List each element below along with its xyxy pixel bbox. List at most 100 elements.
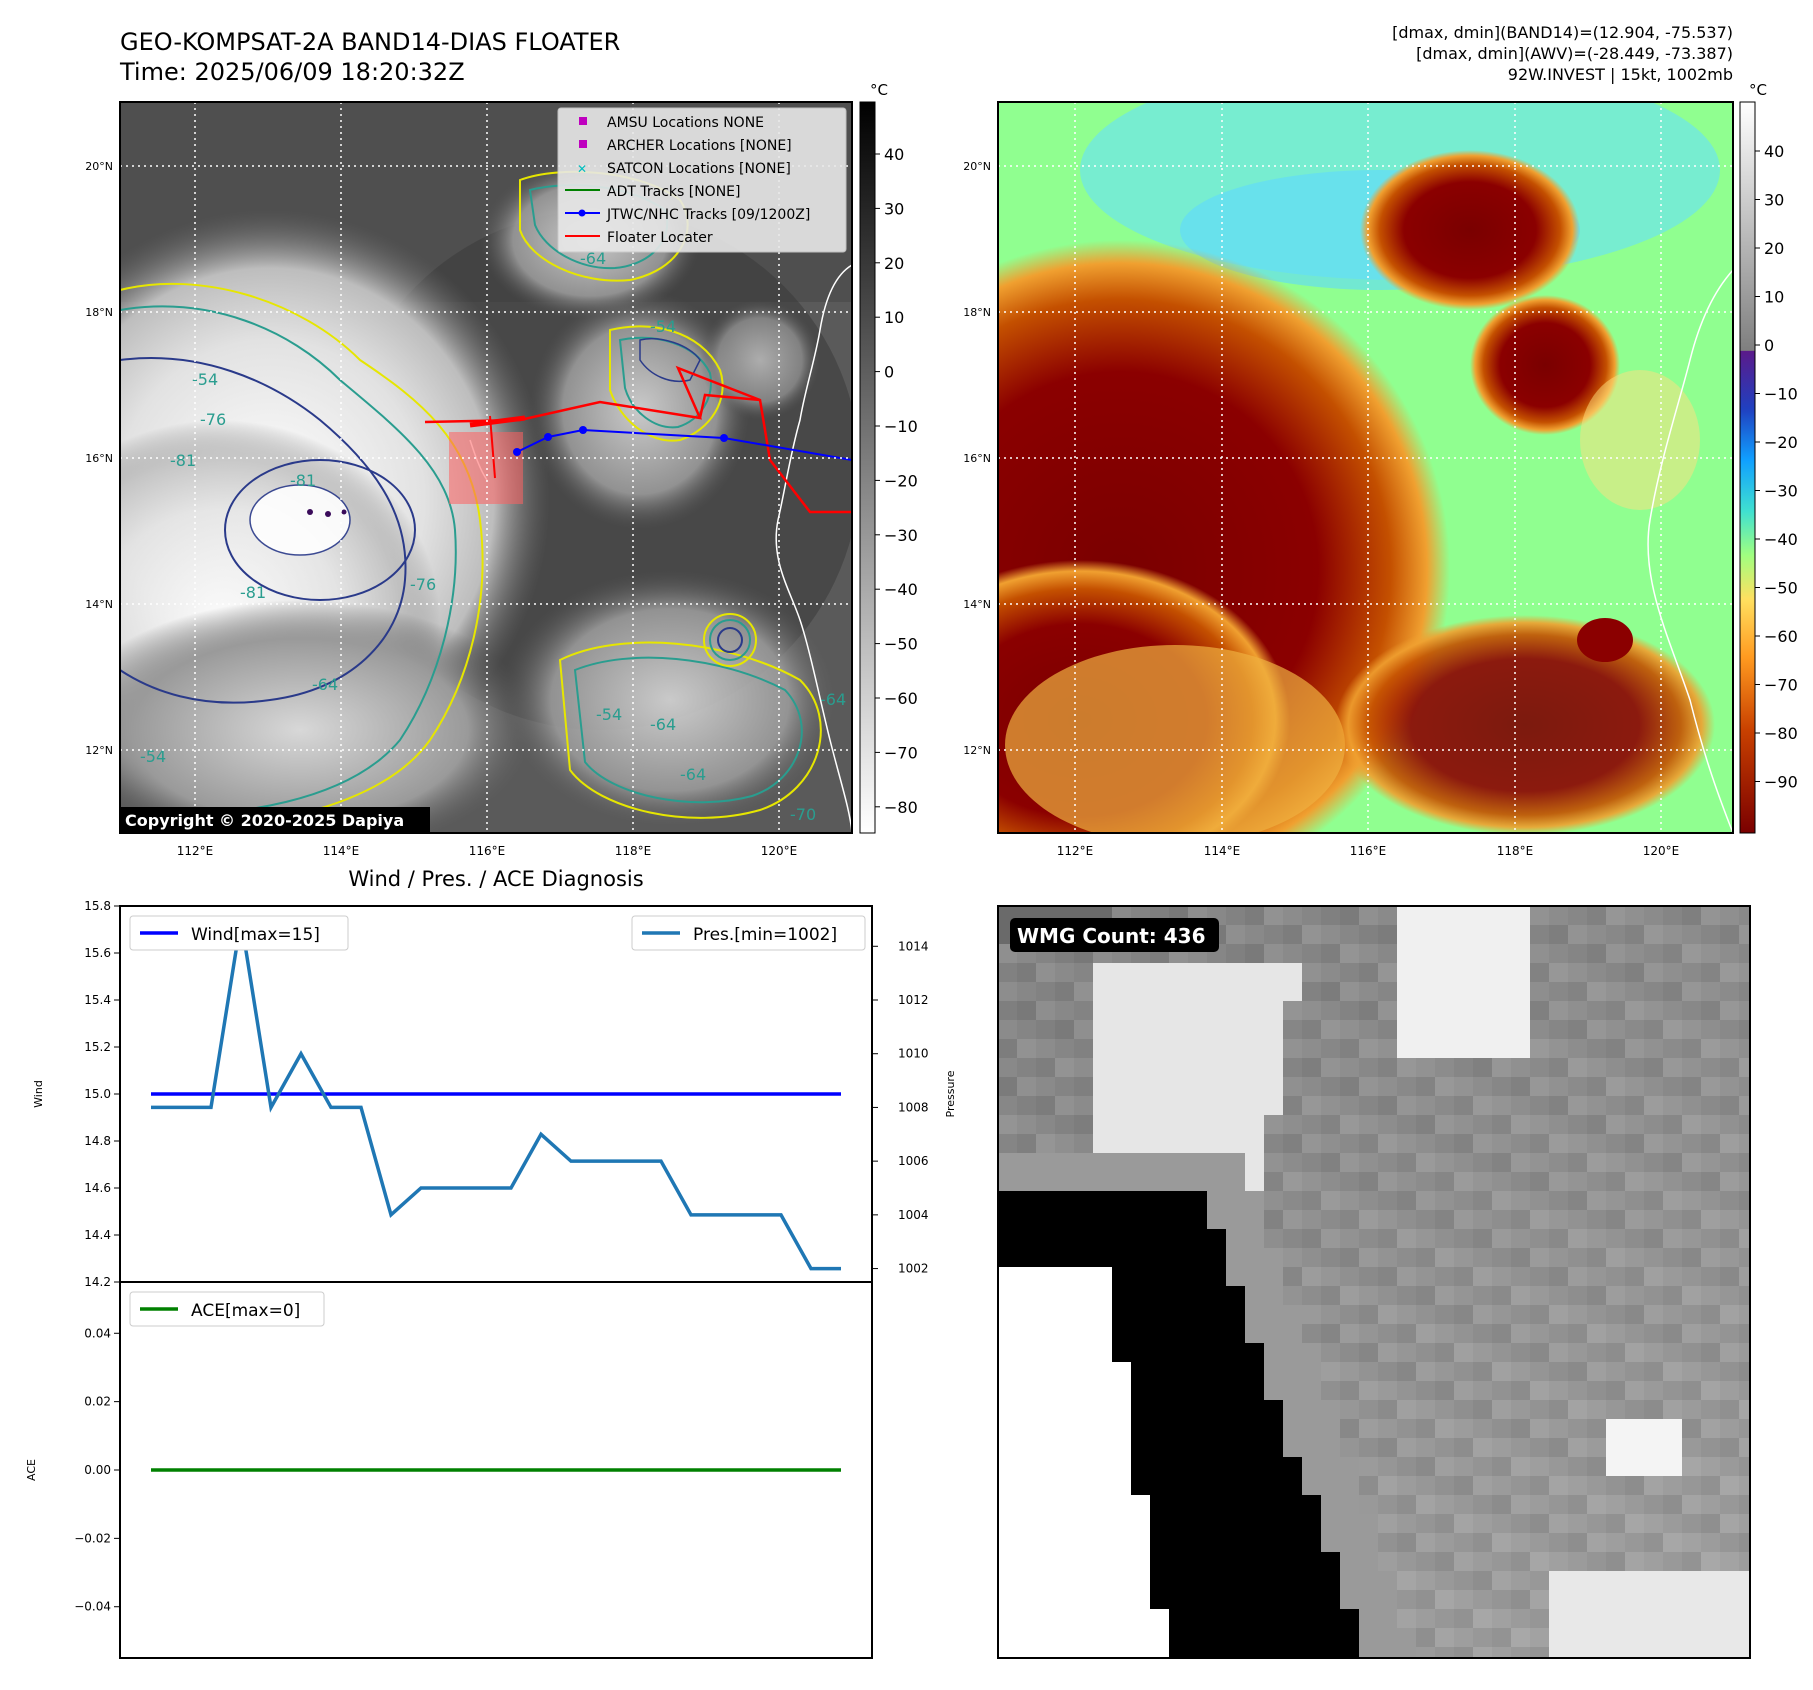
lat-tick: 12°N [85,744,113,757]
contour-label: -64 [312,675,338,694]
wind-tick-label: 14.4 [84,1228,111,1242]
colorbar-tick-label: −70 [1764,676,1798,695]
contour-labels: -64 -54 -54 -76 -81 -81 -81 -76 -64 -54 … [140,249,846,824]
colorbar-tick-label: −10 [884,417,918,436]
ace-tick-label: −0.04 [74,1600,111,1614]
map-legend: AMSU Locations NONE ARCHER Locations [NO… [557,107,847,253]
lon-tick: 120°E [1643,844,1680,858]
colorbar-tick-label: −50 [884,635,918,654]
contour-label: -76 [200,410,226,429]
colorbar-tick-label: 10 [884,308,904,327]
ace-tick-label: 0.00 [84,1463,111,1477]
amsu-marker [579,117,587,125]
lat-tick: 16°N [963,452,991,465]
colorbar-tick-label: −40 [884,580,918,599]
colorbar-tick-label: 40 [1764,142,1784,161]
ace-y-ticks: −0.04 −0.02 0.00 0.02 0.04 [74,1326,120,1614]
pressure-tick-label: 1008 [898,1100,929,1114]
wind-y-ticks: 14.2 14.4 14.6 14.8 15.0 15.2 15.4 15.6 15.8 [84,899,120,1289]
wmg-panel: WMG Count: 436 [997,905,1751,1659]
colorbar-ir-strip [859,101,876,834]
pressure-tick-label: 1012 [898,993,929,1007]
colorbar-tick-label: 30 [1764,191,1784,210]
colorbar-temp-strip [1739,101,1756,834]
colorbar-tick-label: −30 [1764,482,1798,501]
wind-tick-label: 14.8 [84,1134,111,1148]
contour-label: -81 [170,451,196,470]
lon-tick: 116°E [1350,844,1387,858]
colorbar-tick-label: −60 [884,689,918,708]
pressure-tick-label: 1014 [898,939,929,953]
lat-tick-labels: 20°N 18°N 16°N 14°N 12°N [963,160,991,757]
info-band14: [dmax, dmin](BAND14)=(12.904, -75.537) [1392,23,1733,42]
lat-tick: 20°N [963,160,991,173]
wind-tick-label: 15.0 [84,1087,111,1101]
wind-tick-label: 15.2 [84,1040,111,1054]
wind-tick-label: 14.6 [84,1181,111,1195]
map-frame [997,101,1734,834]
legend-item: JTWC/NHC Tracks [09/1200Z] [606,207,810,223]
ace-tick-label: −0.02 [74,1531,111,1545]
colorbar-tick-label: −50 [1764,579,1798,598]
colorbar-tick-label: −70 [884,743,918,762]
floater-box [449,432,523,504]
pressure-tick-label: 1010 [898,1047,929,1061]
lon-tick-labels: 112°E 114°E 116°E 118°E 120°E [177,844,798,858]
contour-label: -81 [240,583,266,602]
colorbar-tick-label: −80 [884,798,918,817]
map-frame [119,101,853,834]
colorbar-tick-label: −20 [884,471,918,490]
lon-tick: 116°E [469,844,506,858]
legend-item: ADT Tracks [NONE] [607,184,740,200]
copyright-box [120,807,430,833]
lon-tick-labels: 112°E 114°E 116°E 118°E 120°E [1057,844,1680,858]
pressure-tick-label: 1006 [898,1154,929,1168]
wind-tick-label: 15.8 [84,899,111,913]
wmg-frame [997,905,1751,1659]
colorbar-tick-label: 20 [1764,239,1784,258]
wind-tick-label: 14.2 [84,1275,111,1289]
contour-label: -64 [650,715,676,734]
contour-line [120,305,457,817]
colorbar-tick-label: 30 [884,199,904,218]
contour-label: -54 [192,370,218,389]
colorbar-unit: °C [870,81,888,99]
lat-tick: 14°N [963,598,991,611]
colorbar-tick-label: 10 [1764,288,1784,307]
contour-label: -54 [650,317,676,336]
colorbar-tick-label: 0 [884,363,894,382]
lon-tick: 118°E [1497,844,1534,858]
contour-label: -64 [680,765,706,784]
temp-map: 112°E 114°E 116°E 118°E 120°E 20°N 18°N … [963,101,1734,858]
legend-item: AMSU Locations NONE [607,115,764,131]
ace-legend: ACE[max=0] [129,1291,325,1327]
lat-tick-labels: 20°N 18°N 16°N 14°N 12°N [85,160,113,757]
colorbar-ir: °C 40 30 20 10 0 −10 −20 −30 −40 −50 −60 −70 −80 [859,81,918,834]
pressure-ylabel: Pressure [944,1070,957,1117]
figure-title: GEO-KOMPSAT-2A BAND14-DIAS FLOATER [120,28,620,56]
colorbar-tick-label: −90 [1764,773,1798,792]
wind-ylabel: Wind [32,1080,45,1108]
wind-tick-label: 15.6 [84,946,111,960]
ace-tick-label: 0.02 [84,1395,111,1409]
lat-tick: 18°N [963,306,991,319]
lat-tick: 18°N [85,306,113,319]
pressure-series-line [151,919,841,1271]
archer-marker [579,140,587,148]
colorbar-tick-label: −40 [1764,530,1798,549]
contour-line [120,357,407,704]
ace-ylabel: ACE [25,1459,38,1481]
wmg-count-label: WMG Count: 436 [1017,924,1206,948]
colorbar-ir-ticks: 40 30 20 10 0 −10 −20 −30 −40 −50 −60 −70 −80 [875,145,918,817]
legend-item: Floater Locater [607,230,713,246]
contour-label: -81 [290,471,316,490]
lon-tick: 112°E [1057,844,1094,858]
ir-map: -64 -54 -54 -76 -81 -81 -81 -76 -64 -54 … [85,101,853,858]
diagnosis-title: Wind / Pres. / ACE Diagnosis [348,867,643,891]
copyright-text: Copyright © 2020-2025 Dapiya [125,811,404,830]
contour-label: -76 [410,575,436,594]
colorbar-tick-label: −10 [1764,385,1798,404]
pressure-legend-label: Pres.[min=1002] [693,925,837,945]
cold-cloud-north [1360,150,1580,310]
